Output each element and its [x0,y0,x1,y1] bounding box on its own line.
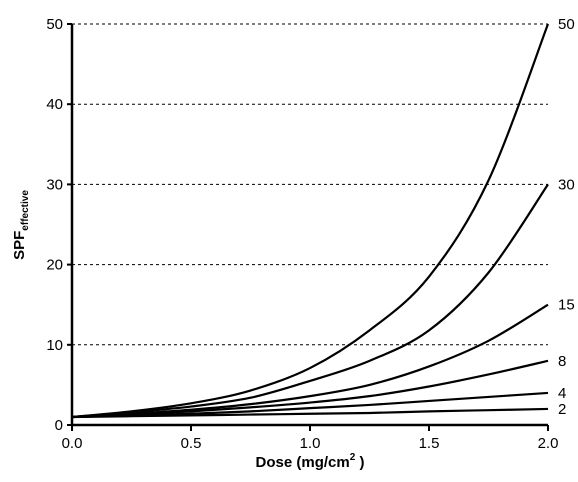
y-tick-label: 40 [46,96,63,113]
series-end-label: 15 [558,297,575,314]
gridlines [72,23,548,346]
series-line-30 [71,183,549,419]
series-line-15 [71,303,549,419]
x-tick-label: 1.5 [419,435,440,452]
x-tick-label: 2.0 [538,435,559,452]
series-line-8 [71,359,549,419]
y-tick-label: 10 [46,337,63,354]
series-end-label: 4 [558,385,566,402]
series-end-label: 2 [558,401,566,418]
series-line-2 [71,407,549,419]
y-tick-label: 0 [55,417,63,434]
axes [70,24,548,427]
x-tick-label: 0.5 [181,435,202,452]
tick-labels: 0 10 20 30 40 50 0.0 0.5 1.0 1.5 2.0 [46,16,558,452]
x-tick-label: 1.0 [300,435,321,452]
series-lines [71,23,550,419]
x-axis-title: Dose (mg/cm2 ) [256,452,365,471]
x-tick-label: 0.0 [62,435,83,452]
series-end-labels: 50 30 15 8 42 [558,16,575,418]
series-end-label: 30 [558,176,575,193]
y-tick-label: 20 [46,257,63,274]
y-tick-label: 30 [46,176,63,193]
y-axis-title: SPFeffective [11,190,31,260]
series-end-label: 50 [558,16,575,33]
series-line-50 [71,23,550,419]
y-tick-label: 50 [46,16,63,33]
series-end-label: 8 [558,353,566,370]
